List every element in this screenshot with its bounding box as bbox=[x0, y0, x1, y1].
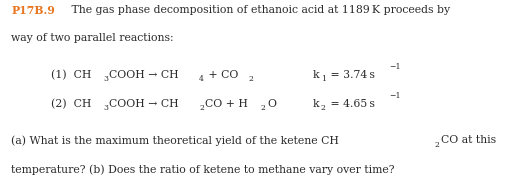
Text: (1)  CH: (1) CH bbox=[51, 70, 91, 80]
Text: 2: 2 bbox=[261, 104, 266, 112]
Text: COOH → CH: COOH → CH bbox=[109, 70, 179, 80]
Text: O: O bbox=[267, 99, 276, 109]
Text: (a) What is the maximum theoretical yield of the ketene CH: (a) What is the maximum theoretical yiel… bbox=[11, 135, 339, 146]
Text: 3: 3 bbox=[103, 75, 108, 83]
Text: COOH → CH: COOH → CH bbox=[109, 99, 179, 109]
Text: −1: −1 bbox=[389, 63, 401, 71]
Text: 3: 3 bbox=[103, 104, 108, 112]
Text: + CO: + CO bbox=[205, 70, 239, 80]
Text: CO + H: CO + H bbox=[205, 99, 248, 109]
Text: 2: 2 bbox=[248, 75, 253, 83]
Text: P17B.9: P17B.9 bbox=[11, 5, 55, 16]
Text: 2: 2 bbox=[434, 141, 439, 149]
Text: temperature? (b) Does the ratio of ketene to methane vary over time?: temperature? (b) Does the ratio of keten… bbox=[11, 165, 395, 175]
Text: The gas phase decomposition of ethanoic acid at 1189 K proceeds by: The gas phase decomposition of ethanoic … bbox=[68, 5, 450, 16]
Text: k: k bbox=[312, 99, 319, 109]
Text: k: k bbox=[312, 70, 319, 80]
Text: = 4.65 s: = 4.65 s bbox=[327, 99, 375, 109]
Text: 4: 4 bbox=[199, 75, 204, 83]
Text: 1: 1 bbox=[321, 75, 326, 83]
Text: CO at this: CO at this bbox=[440, 135, 496, 145]
Text: (2)  CH: (2) CH bbox=[51, 99, 91, 109]
Text: way of two parallel reactions:: way of two parallel reactions: bbox=[11, 33, 174, 43]
Text: = 3.74 s: = 3.74 s bbox=[328, 70, 375, 80]
Text: −1: −1 bbox=[389, 92, 400, 100]
Text: 2: 2 bbox=[321, 104, 326, 112]
Text: 2: 2 bbox=[199, 104, 204, 112]
